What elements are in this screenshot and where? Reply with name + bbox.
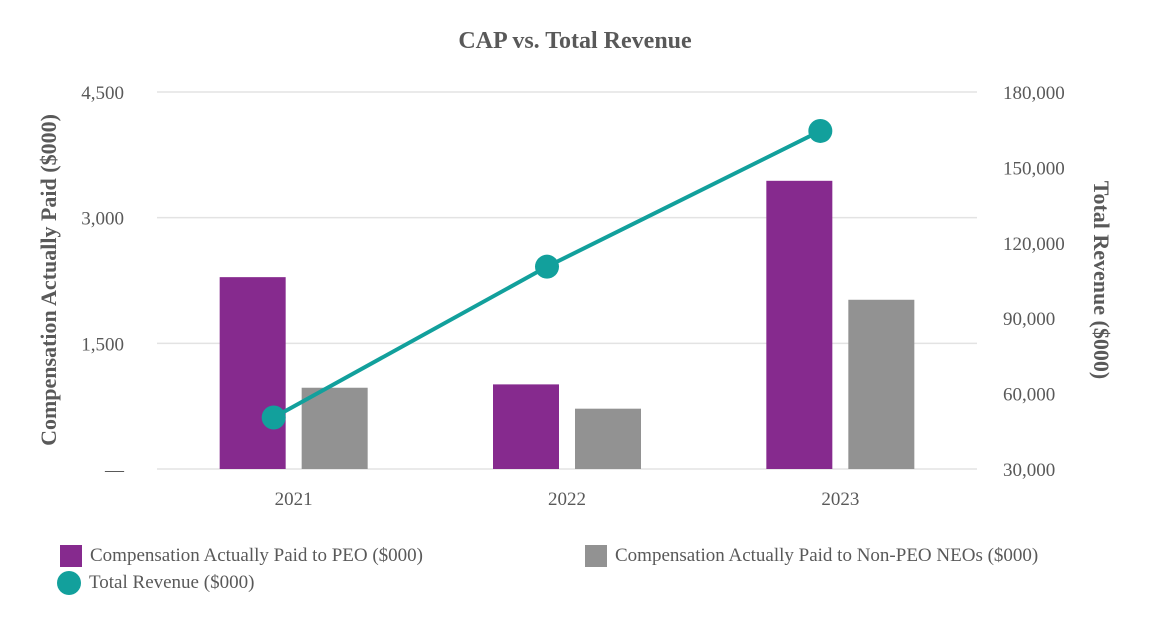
y-left-tick-label: 4,500 [81,83,124,104]
right-axis-ticks: 30,000 60,000 90,000 120,000 150,000 180,000 [1003,83,1065,481]
gridlines [157,91,977,470]
bar-peo-2021 [219,277,286,469]
left-axis-ticks: — 1,500 3,000 4,500 [81,83,125,481]
x-tick-label: 2022 [548,489,586,510]
bar-non-peo-2021 [301,387,368,469]
bar-non-peo-2023 [848,299,915,469]
y-right-axis-label: Total Revenue ($000) [1089,181,1114,379]
y-left-axis-label: Compensation Actually Paid ($000) [36,114,61,446]
y-right-tick-label: 90,000 [1003,309,1055,330]
y-right-tick-label: 60,000 [1003,385,1055,406]
bar-peo-2023 [766,180,833,469]
y-right-tick-label: 120,000 [1003,234,1065,255]
y-left-tick-label: 3,000 [81,209,124,230]
x-tick-label: 2023 [821,489,859,510]
revenue-point-2022 [535,254,559,279]
revenue-point-2021 [261,405,286,430]
chart-title: CAP vs. Total Revenue [458,28,692,54]
y-right-tick-label: 180,000 [1003,83,1065,104]
revenue-point-2023 [808,118,833,143]
bar-peo-2022 [493,384,559,469]
x-axis-ticks: 2021 2022 2023 [275,489,860,510]
line-series [261,118,833,430]
y-left-tick-label: — [104,460,125,481]
bar-non-peo-2022 [575,408,641,469]
bar-series [219,180,915,469]
y-right-tick-label: 150,000 [1003,158,1065,179]
y-right-tick-label: 30,000 [1003,460,1055,481]
x-tick-label: 2021 [275,489,313,510]
y-left-tick-label: 1,500 [81,334,124,355]
